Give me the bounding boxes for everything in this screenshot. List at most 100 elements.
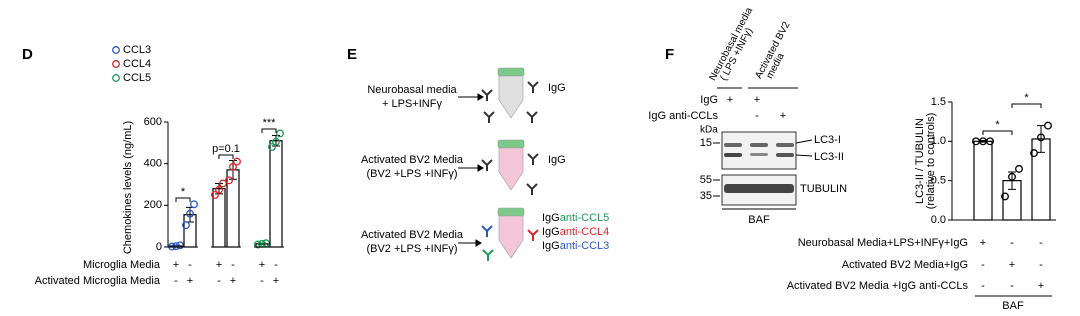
data-point — [190, 200, 198, 209]
y-tick-label: 1.5 — [931, 96, 946, 108]
data-point — [186, 209, 194, 218]
legend-marker — [112, 46, 120, 54]
condition-sign: + — [216, 259, 222, 271]
significance-bracket — [261, 128, 277, 133]
data-point — [1015, 164, 1023, 173]
treatment-sign: + — [780, 110, 786, 122]
footer-label: BAF — [1002, 300, 1024, 312]
y-tick-label: 0 — [156, 241, 162, 253]
blot — [717, 87, 813, 210]
band-label: LC3-I — [814, 134, 841, 146]
antibody-label: IgG — [548, 82, 566, 94]
y-tick-label: 0.5 — [931, 175, 946, 187]
band-label: TUBULIN — [800, 183, 847, 195]
condition-label: Neurobasal Media+LPS+INFγ+IgG — [798, 237, 968, 249]
bar — [973, 140, 993, 221]
condition-sign: + — [259, 259, 265, 271]
data-point — [1037, 133, 1045, 142]
condition-sign: + — [187, 275, 193, 287]
antibody-name: IgG — [548, 154, 566, 166]
significance-label: * — [181, 186, 186, 198]
data-point — [276, 129, 284, 138]
antibody-target: anti-CCL4 — [560, 226, 610, 238]
data-point — [268, 143, 276, 151]
antibody-label: IgGanti-CCL4 — [542, 226, 609, 238]
data-point — [172, 242, 180, 251]
data-point — [229, 162, 237, 171]
marker-label: 55 — [700, 174, 712, 186]
data-point — [219, 179, 227, 188]
condition-sign: + — [1009, 259, 1015, 271]
bar — [226, 169, 240, 248]
arrows — [458, 93, 484, 247]
significance-label: * — [1024, 92, 1029, 104]
condition-sign: - — [217, 275, 221, 287]
condition-text: (BV2 +LPS +INFγ) — [366, 243, 457, 255]
condition-sign: - — [274, 259, 278, 271]
legend-marker — [112, 60, 120, 68]
antibody-target: anti-CCL5 — [560, 212, 610, 224]
antibody-label: IgGanti-CCL3 — [542, 240, 609, 252]
condition-sign: - — [1010, 237, 1014, 249]
condition-sign: - — [231, 259, 235, 271]
antibody-name: IgG — [542, 212, 560, 224]
antibody-target: anti-CCL3 — [560, 240, 610, 252]
tubes — [497, 67, 525, 259]
antibody-name: IgG — [548, 82, 566, 94]
antibodies — [481, 81, 539, 261]
data-point — [233, 157, 241, 166]
condition-text: Activated BV2 Media — [361, 154, 464, 166]
condition-text: Activated BV2 Media — [361, 229, 464, 241]
antibody-name: IgG — [542, 240, 560, 252]
data-point — [1030, 149, 1038, 158]
condition-sign: - — [1039, 237, 1043, 249]
data-point — [211, 190, 219, 199]
error-bar — [1037, 125, 1045, 153]
data-point — [1008, 172, 1016, 181]
condition-text: Neurobasal media — [367, 84, 457, 96]
legend-marker — [112, 74, 120, 82]
antibody-label: IgG — [548, 154, 566, 166]
condition-label: Activated BV2 Media+IgG — [842, 259, 968, 271]
data-point — [1044, 121, 1052, 130]
y-tick-label: 0.0 — [931, 214, 946, 226]
data-point — [272, 137, 280, 146]
data-point — [182, 221, 190, 230]
condition-sign: - — [174, 275, 178, 287]
treatment-label: IgG — [700, 94, 718, 106]
antibody-label: IgGanti-CCL5 — [542, 212, 609, 224]
data-point — [225, 176, 233, 185]
panel-letter: F — [665, 46, 674, 63]
condition-text: (BV2 +LPS +INFγ) — [366, 168, 457, 180]
y-axis-label: (relative to controls) — [925, 113, 937, 210]
condition-sign: + — [230, 275, 236, 287]
significance-bracket — [982, 130, 1013, 135]
significance-label: *** — [263, 117, 277, 129]
antibody-name: IgG — [542, 226, 560, 238]
y-tick-label: 400 — [144, 158, 162, 170]
condition-label: Activated Microglia Media — [35, 275, 161, 287]
significance-label: * — [995, 119, 1000, 131]
significance-bracket — [1011, 103, 1042, 108]
legend-label: CCL5 — [123, 72, 151, 84]
panel-letter: E — [347, 46, 357, 63]
significance-bracket — [218, 154, 234, 159]
condition-sign: + — [273, 275, 279, 287]
data-point — [986, 137, 994, 146]
condition-sign: - — [260, 275, 264, 287]
bar — [212, 188, 226, 248]
kda-label: kDa — [700, 125, 718, 136]
legend-label: CCL4 — [123, 58, 151, 70]
y-tick-label: 200 — [144, 199, 162, 211]
condition-sign: - — [1010, 280, 1014, 292]
legend-label: CCL3 — [123, 44, 151, 56]
marker-label: 35 — [700, 190, 712, 202]
condition-label: Activated BV2 Media +IgG anti-CCLs — [787, 280, 969, 292]
data-point — [1001, 192, 1009, 201]
data-point — [176, 241, 184, 250]
significance-label: p=0.1 — [212, 143, 240, 155]
bar — [269, 140, 283, 248]
treatment-label: IgG anti-CCLs — [648, 110, 718, 122]
marker-label: 15 — [700, 137, 712, 149]
data-point — [254, 240, 262, 249]
